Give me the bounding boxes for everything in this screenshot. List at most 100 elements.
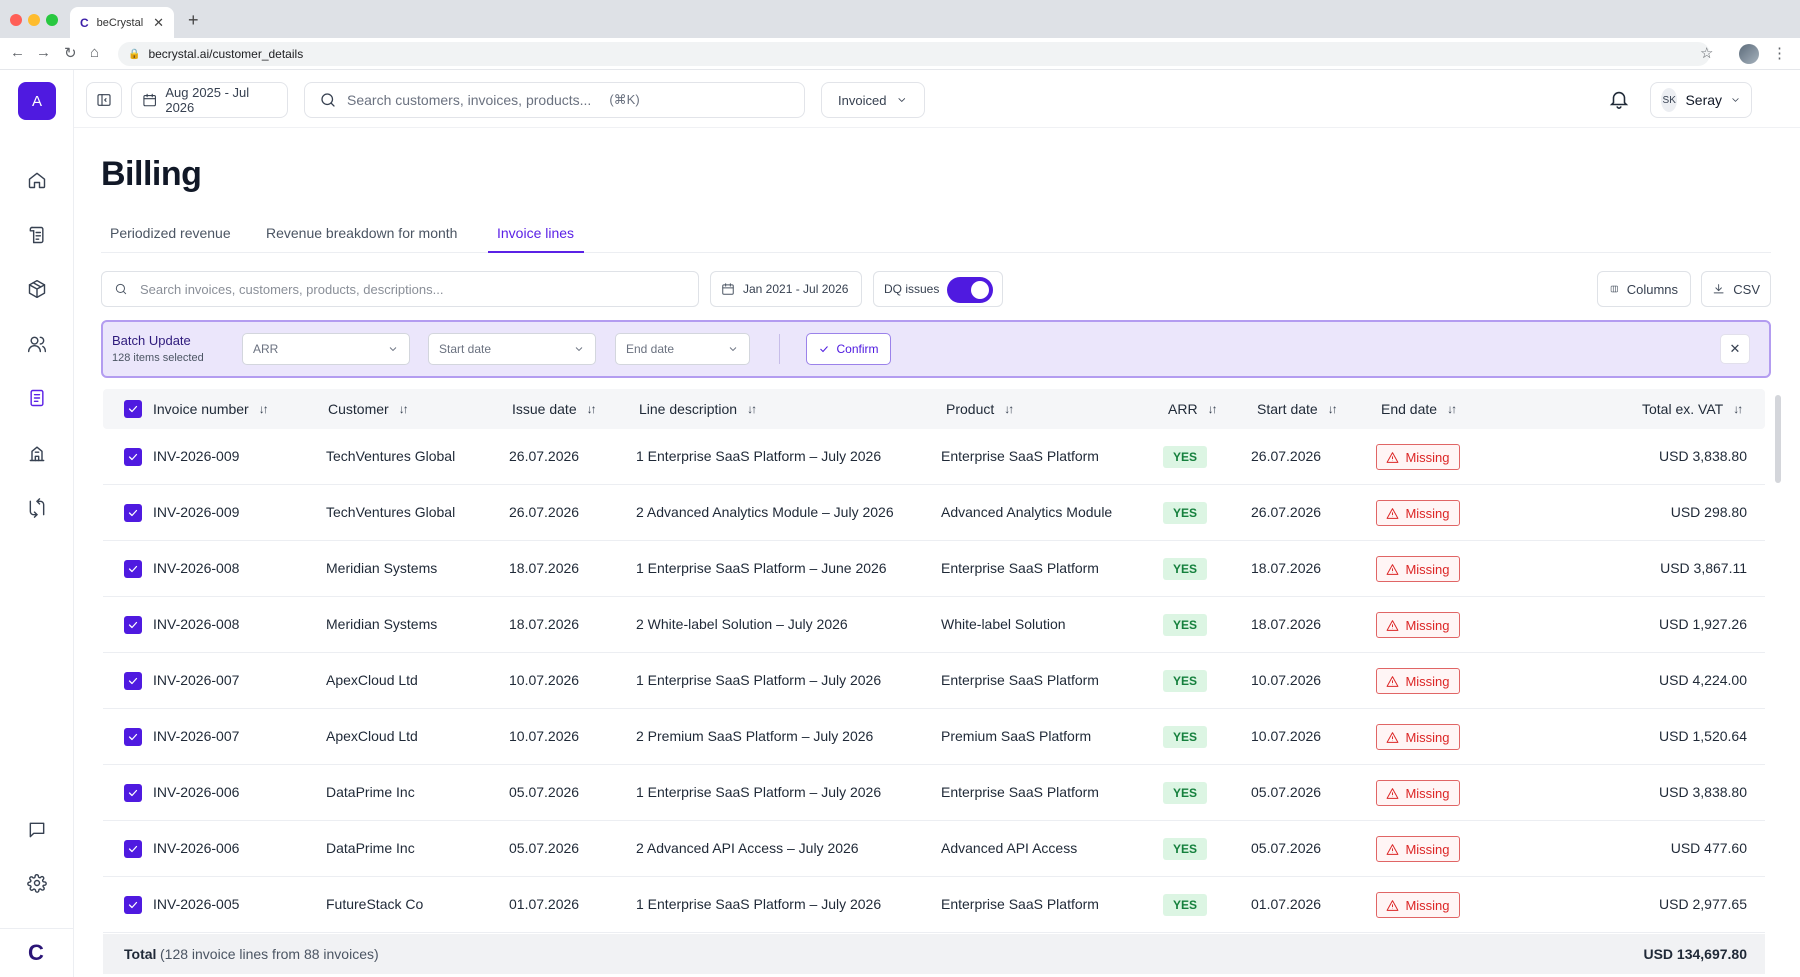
sort-icon[interactable]: ↓↑ bbox=[1447, 402, 1457, 416]
select-all-checkbox[interactable] bbox=[124, 400, 142, 418]
home-browser-icon[interactable]: ⌂ bbox=[90, 44, 100, 61]
global-date-range-button[interactable]: Aug 2025 - Jul 2026 bbox=[131, 82, 288, 118]
chat-icon[interactable] bbox=[22, 815, 52, 845]
back-icon[interactable]: ← bbox=[10, 44, 25, 61]
cell-invoice-number[interactable]: INV-2026-006 bbox=[153, 840, 240, 856]
url-field[interactable]: 🔒 becrystal.ai/customer_details bbox=[118, 42, 1710, 66]
end-date-missing-badge[interactable]: Missing bbox=[1376, 500, 1460, 526]
end-date-missing-badge[interactable]: Missing bbox=[1376, 892, 1460, 918]
batch-end-date-select[interactable]: End date bbox=[615, 333, 750, 365]
column-header-issue-date[interactable]: Issue date ↓↑ bbox=[512, 401, 597, 417]
csv-export-button[interactable]: CSV bbox=[1701, 271, 1771, 307]
tab-revenue-breakdown[interactable]: Revenue breakdown for month bbox=[266, 225, 458, 241]
batch-confirm-button[interactable]: Confirm bbox=[806, 333, 891, 365]
transfer-icon[interactable] bbox=[22, 493, 52, 523]
end-date-missing-badge[interactable]: Missing bbox=[1376, 612, 1460, 638]
sort-icon[interactable]: ↓↑ bbox=[1733, 402, 1743, 416]
cell-invoice-number[interactable]: INV-2026-009 bbox=[153, 504, 240, 520]
browser-profile-avatar[interactable] bbox=[1739, 44, 1759, 64]
batch-arr-select[interactable]: ARR bbox=[242, 333, 410, 365]
row-checkbox[interactable] bbox=[124, 672, 142, 690]
table-row[interactable] bbox=[103, 709, 1765, 765]
column-header-arr[interactable]: ARR ↓↑ bbox=[1168, 401, 1218, 417]
batch-close-icon[interactable]: ✕ bbox=[1720, 334, 1750, 364]
table-row[interactable] bbox=[103, 653, 1765, 709]
row-checkbox[interactable] bbox=[124, 840, 142, 858]
window-minimize-button[interactable] bbox=[28, 14, 40, 26]
workspace-switcher[interactable]: A bbox=[18, 82, 56, 120]
row-checkbox[interactable] bbox=[124, 504, 142, 522]
column-header-end-date[interactable]: End date ↓↑ bbox=[1381, 401, 1457, 417]
sort-icon[interactable]: ↓↑ bbox=[258, 402, 269, 416]
table-row[interactable] bbox=[103, 765, 1765, 821]
users-icon[interactable] bbox=[22, 329, 52, 359]
row-checkbox[interactable] bbox=[124, 616, 142, 634]
invoice-date-range-button[interactable]: Jan 2021 - Jul 2026 bbox=[710, 271, 862, 307]
table-row[interactable] bbox=[103, 877, 1765, 933]
cell-invoice-number[interactable]: INV-2026-007 bbox=[153, 672, 240, 688]
sort-icon[interactable]: ↓↑ bbox=[1004, 402, 1014, 416]
browser-menu-icon[interactable]: ⋮ bbox=[1772, 45, 1787, 62]
row-checkbox[interactable] bbox=[124, 448, 142, 466]
column-header-line-description[interactable]: Line description ↓↑ bbox=[639, 401, 757, 417]
table-row[interactable] bbox=[103, 597, 1765, 653]
table-row[interactable] bbox=[103, 541, 1765, 597]
row-checkbox[interactable] bbox=[124, 728, 142, 746]
columns-button[interactable]: Columns bbox=[1597, 271, 1691, 307]
reload-icon[interactable]: ↻ bbox=[64, 45, 77, 62]
bookmark-star-icon[interactable]: ☆ bbox=[1700, 45, 1714, 62]
cell-invoice-number[interactable]: INV-2026-008 bbox=[153, 560, 240, 576]
cell-invoice-number[interactable]: INV-2026-009 bbox=[153, 448, 240, 464]
notifications-bell-icon[interactable] bbox=[1608, 88, 1630, 115]
end-date-missing-badge[interactable]: Missing bbox=[1376, 668, 1460, 694]
table-scrollbar[interactable] bbox=[1775, 395, 1781, 483]
table-row[interactable] bbox=[103, 821, 1765, 877]
column-header-product[interactable]: Product ↓↑ bbox=[946, 401, 1014, 417]
dq-issues-toggle[interactable] bbox=[947, 277, 993, 303]
column-header-invoice-number[interactable]: Invoice number ↓↑ bbox=[153, 401, 269, 417]
end-date-missing-badge[interactable]: Missing bbox=[1376, 444, 1460, 470]
home-icon[interactable] bbox=[22, 165, 52, 195]
column-header-total[interactable]: Total ex. VAT ↓↑ bbox=[1642, 401, 1743, 417]
window-close-button[interactable] bbox=[10, 14, 22, 26]
table-row[interactable] bbox=[103, 485, 1765, 541]
sort-icon[interactable]: ↓↑ bbox=[747, 402, 757, 416]
building-icon[interactable] bbox=[22, 438, 52, 468]
window-maximize-button[interactable] bbox=[46, 14, 58, 26]
cell-invoice-number[interactable]: INV-2026-007 bbox=[153, 728, 240, 744]
invoice-search-input[interactable]: Search invoices, customers, products, de… bbox=[101, 271, 699, 307]
ledger-icon[interactable] bbox=[22, 220, 52, 250]
row-checkbox[interactable] bbox=[124, 896, 142, 914]
new-tab-icon[interactable]: + bbox=[188, 10, 199, 30]
status-filter-dropdown[interactable]: Invoiced bbox=[821, 82, 925, 118]
column-header-customer[interactable]: Customer ↓↑ bbox=[328, 401, 409, 417]
box-icon[interactable] bbox=[22, 274, 52, 304]
user-menu-button[interactable]: SK Seray bbox=[1650, 82, 1752, 118]
tab-invoice-lines[interactable]: Invoice lines bbox=[497, 225, 575, 241]
tab-close-icon[interactable]: ✕ bbox=[153, 14, 164, 30]
global-search-input[interactable]: Search customers, invoices, products... … bbox=[304, 82, 805, 118]
row-checkbox[interactable] bbox=[124, 560, 142, 578]
end-date-missing-badge[interactable]: Missing bbox=[1376, 724, 1460, 750]
sort-icon[interactable]: ↓↑ bbox=[1207, 402, 1218, 416]
gear-icon[interactable] bbox=[22, 868, 52, 898]
column-header-start-date[interactable]: Start date ↓↑ bbox=[1257, 401, 1338, 417]
cell-line-description: 2 Advanced API Access – July 2026 bbox=[636, 840, 859, 856]
table-row[interactable] bbox=[103, 429, 1765, 485]
end-date-missing-badge[interactable]: Missing bbox=[1376, 780, 1460, 806]
toggle-sidebar-button[interactable] bbox=[86, 82, 122, 118]
cell-invoice-number[interactable]: INV-2026-008 bbox=[153, 616, 240, 632]
sort-icon[interactable]: ↓↑ bbox=[398, 402, 409, 416]
document-icon[interactable] bbox=[22, 383, 52, 413]
batch-start-date-select[interactable]: Start date bbox=[428, 333, 596, 365]
sort-icon[interactable]: ↓↑ bbox=[1327, 402, 1338, 416]
end-date-missing-badge[interactable]: Missing bbox=[1376, 556, 1460, 582]
tab-periodized-revenue[interactable]: Periodized revenue bbox=[110, 225, 231, 241]
forward-icon[interactable]: → bbox=[36, 44, 51, 61]
browser-tab[interactable]: C beCrystal ✕ bbox=[70, 7, 174, 38]
sort-icon[interactable]: ↓↑ bbox=[586, 402, 597, 416]
row-checkbox[interactable] bbox=[124, 784, 142, 802]
cell-invoice-number[interactable]: INV-2026-006 bbox=[153, 784, 240, 800]
cell-invoice-number[interactable]: INV-2026-005 bbox=[153, 896, 240, 912]
end-date-missing-badge[interactable]: Missing bbox=[1376, 836, 1460, 862]
